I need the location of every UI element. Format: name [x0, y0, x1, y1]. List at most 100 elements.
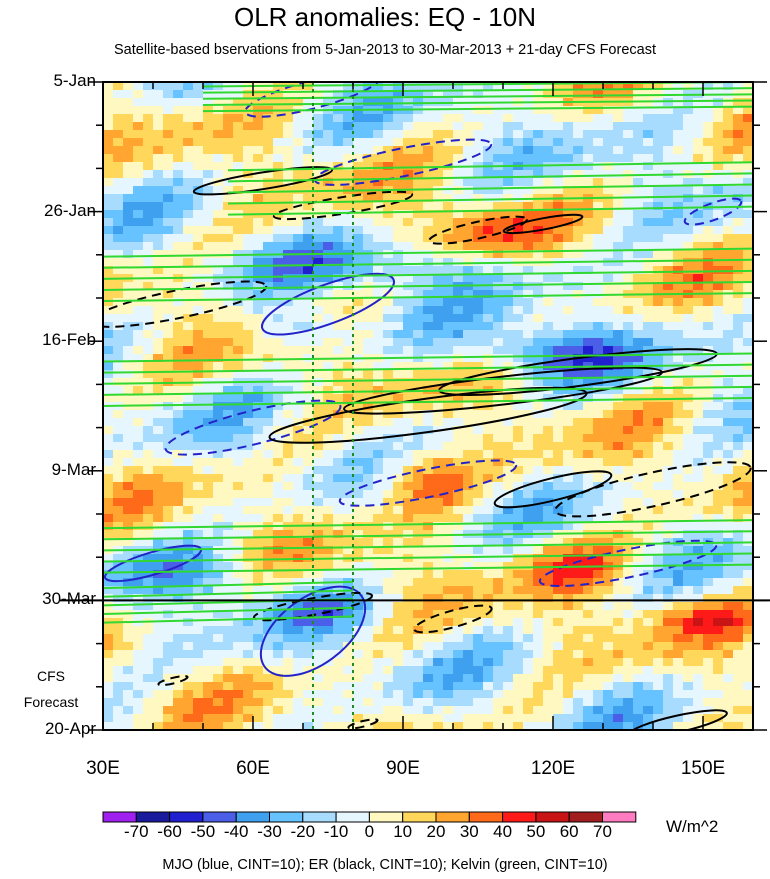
field-cell — [423, 642, 434, 651]
field-cell — [163, 482, 174, 491]
field-cell — [683, 154, 694, 163]
field-cell — [693, 226, 704, 235]
field-cell — [723, 450, 734, 459]
field-cell — [153, 490, 164, 499]
field-cell — [603, 618, 614, 627]
field-cell — [193, 570, 204, 579]
field-cell — [633, 690, 644, 699]
field-cell — [733, 290, 744, 299]
field-cell — [693, 130, 704, 139]
field-cell — [103, 250, 114, 259]
field-cell — [163, 122, 174, 131]
field-cell — [593, 426, 604, 435]
field-cell — [543, 554, 554, 563]
field-cell — [613, 498, 624, 507]
field-cell — [643, 138, 654, 147]
field-cell — [153, 162, 164, 171]
field-cell — [253, 418, 264, 427]
field-cell — [573, 298, 584, 307]
field-cell — [613, 82, 624, 91]
field-cell — [653, 82, 664, 91]
field-cell — [303, 586, 314, 595]
field-cell — [203, 674, 214, 683]
field-cell — [223, 562, 234, 571]
field-cell — [183, 482, 194, 491]
field-cell — [473, 178, 484, 187]
field-cell — [193, 210, 204, 219]
field-cell — [603, 210, 614, 219]
field-cell — [263, 330, 274, 339]
field-cell — [573, 346, 584, 355]
field-cell — [353, 666, 364, 675]
field-cell — [433, 114, 444, 123]
field-cell — [353, 490, 364, 499]
field-cell — [283, 130, 294, 139]
field-cell — [313, 482, 324, 491]
field-cell — [153, 626, 164, 635]
field-cell — [173, 642, 184, 651]
field-cell — [453, 498, 464, 507]
field-cell — [183, 138, 194, 147]
field-cell — [213, 562, 224, 571]
field-cell — [183, 90, 194, 99]
field-cell — [603, 170, 614, 179]
field-cell — [433, 514, 444, 523]
field-cell — [713, 154, 724, 163]
field-cell — [133, 226, 144, 235]
field-cell — [493, 338, 504, 347]
field-cell — [703, 602, 714, 611]
field-cell — [613, 586, 624, 595]
field-cell — [673, 418, 684, 427]
field-cell — [333, 642, 344, 651]
field-cell — [523, 610, 534, 619]
field-cell — [353, 682, 364, 691]
field-cell — [203, 354, 214, 363]
field-cell — [113, 450, 124, 459]
field-cell — [453, 394, 464, 403]
field-cell — [523, 554, 534, 563]
field-cell — [683, 330, 694, 339]
field-cell — [673, 650, 684, 659]
field-cell — [103, 554, 114, 563]
field-cell — [533, 426, 544, 435]
field-cell — [563, 122, 574, 131]
field-cell — [693, 642, 704, 651]
field-cell — [273, 226, 284, 235]
field-cell — [733, 186, 744, 195]
field-cell — [293, 298, 304, 307]
field-cell — [633, 578, 644, 587]
field-cell — [393, 234, 404, 243]
field-cell — [663, 570, 674, 579]
field-cell — [243, 450, 254, 459]
field-cell — [363, 586, 374, 595]
field-cell — [183, 226, 194, 235]
field-cell — [703, 514, 714, 523]
field-cell — [443, 434, 454, 443]
field-cell — [233, 474, 244, 483]
field-cell — [383, 626, 394, 635]
field-cell — [483, 634, 494, 643]
field-cell — [573, 266, 584, 275]
field-cell — [103, 346, 114, 355]
field-cell — [323, 666, 334, 675]
field-cell — [343, 322, 354, 331]
field-cell — [163, 226, 174, 235]
field-cell — [133, 634, 144, 643]
field-cell — [363, 498, 374, 507]
field-cell — [503, 298, 514, 307]
field-cell — [563, 146, 574, 155]
field-cell — [523, 146, 534, 155]
field-cell — [283, 402, 294, 411]
field-cell — [553, 650, 564, 659]
field-cell — [363, 122, 374, 131]
field-cell — [143, 530, 154, 539]
field-cell — [583, 250, 594, 259]
field-cell — [403, 290, 414, 299]
field-cell — [583, 498, 594, 507]
field-cell — [493, 186, 504, 195]
field-cell — [553, 282, 564, 291]
field-cell — [343, 506, 354, 515]
field-cell — [153, 106, 164, 115]
field-cell — [353, 242, 364, 251]
field-cell — [473, 418, 484, 427]
